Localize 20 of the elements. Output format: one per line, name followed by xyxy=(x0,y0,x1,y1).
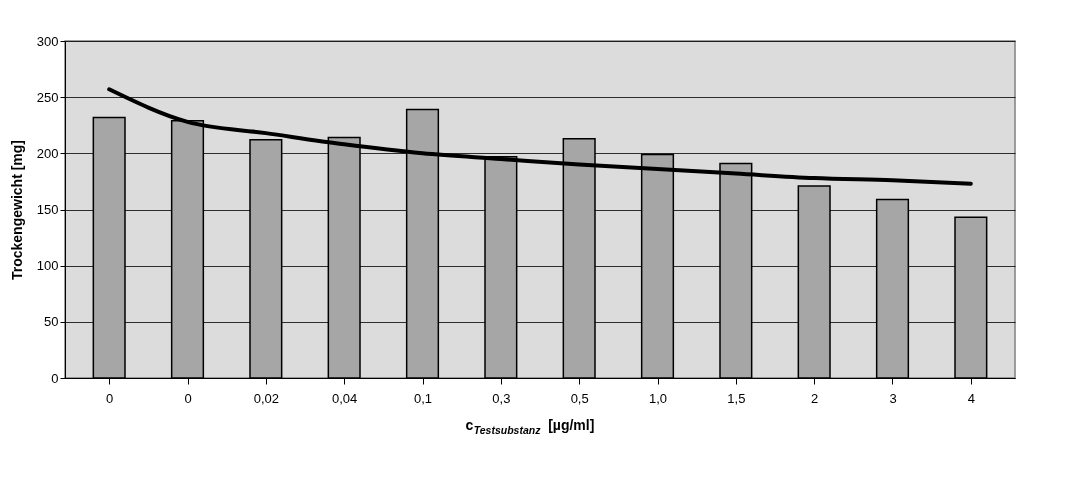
x-tick-label: 1,5 xyxy=(727,390,746,406)
x-tick-label: 1,0 xyxy=(648,390,668,406)
y-axis-title: Trockengewicht [mg] xyxy=(8,139,25,281)
y-tick-label: 100 xyxy=(36,258,59,274)
y-tick-label: 0 xyxy=(51,370,59,386)
x-tick-label: 0,3 xyxy=(492,390,511,406)
x-tick-label: 0 xyxy=(184,390,192,406)
x-tick-label: 4 xyxy=(967,390,975,406)
y-tick-label: 50 xyxy=(44,314,59,330)
x-tick-label: 2 xyxy=(811,390,819,406)
x-tick-label: 0,02 xyxy=(253,390,279,406)
x-tick-label: 0,1 xyxy=(413,390,433,406)
y-tick-label: 200 xyxy=(36,145,59,161)
x-tick-label: 0,5 xyxy=(570,390,589,406)
x-tick-label: 0,04 xyxy=(332,390,358,406)
y-tick-label: 150 xyxy=(36,202,59,217)
x-tick-label: 0 xyxy=(106,390,114,406)
x-tick-label: 3 xyxy=(889,390,897,406)
y-tick-label: 300 xyxy=(36,33,59,49)
y-tick-label: 250 xyxy=(36,89,59,105)
